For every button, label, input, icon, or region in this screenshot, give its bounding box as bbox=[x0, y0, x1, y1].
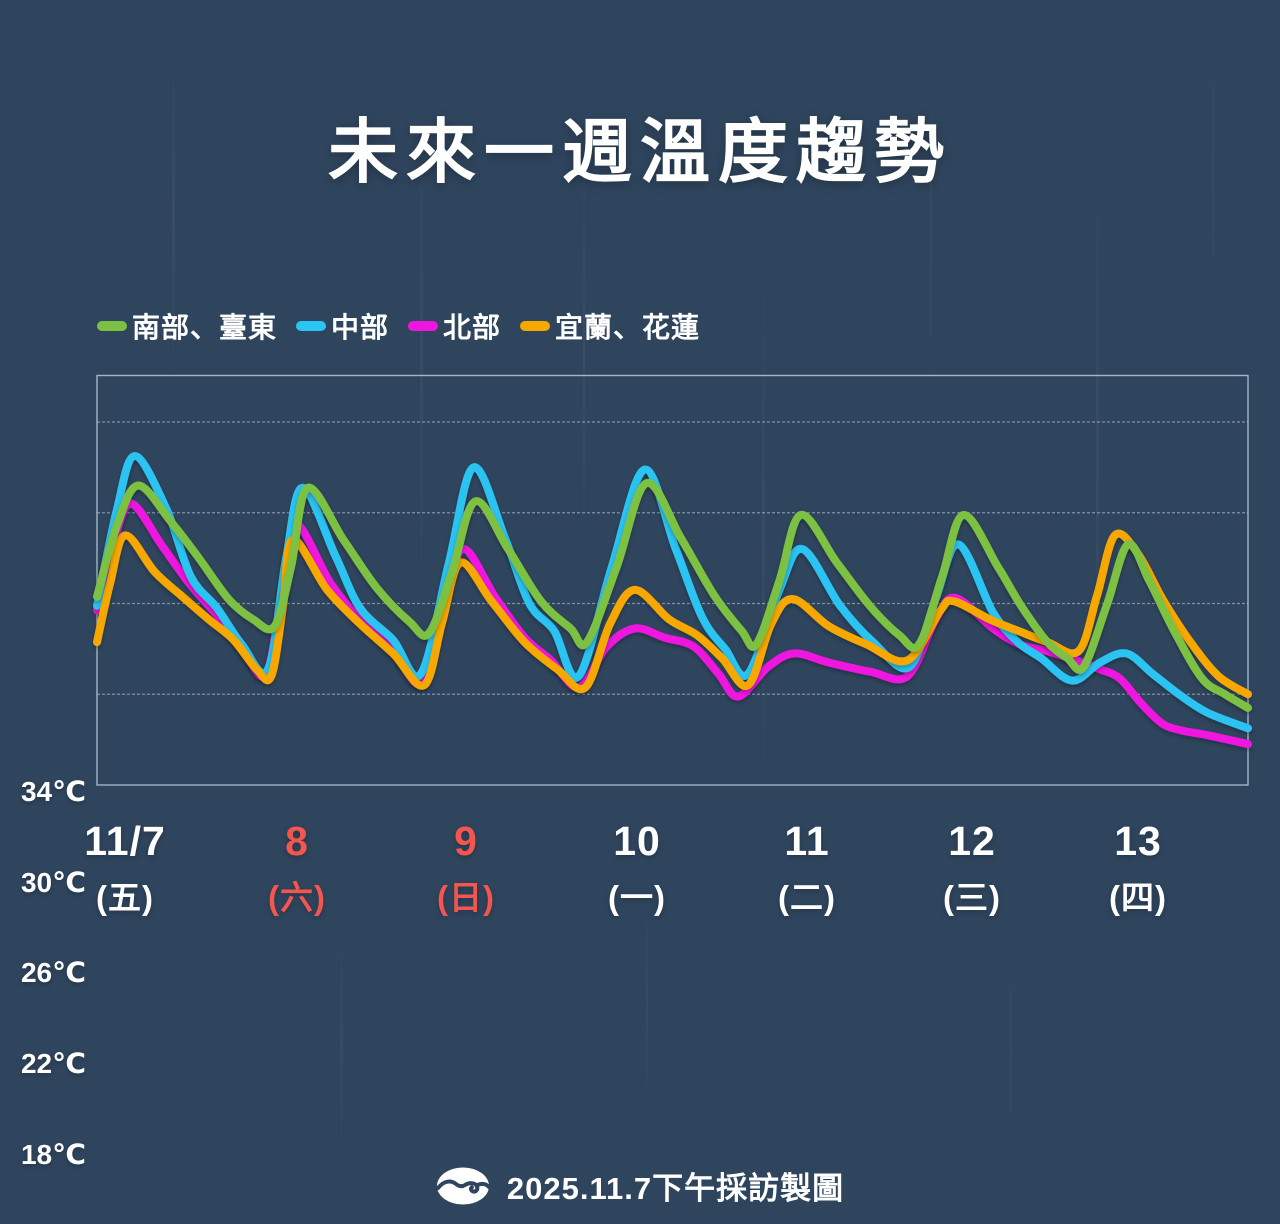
chart-area: 34℃ 30℃ 26℃ 22℃ 18℃ bbox=[0, 370, 1280, 1170]
cwa-logo bbox=[435, 1167, 490, 1204]
footer: 2025.11.7下午採訪製圖 bbox=[0, 1163, 1280, 1208]
x-axis-label-9: 9 (日) bbox=[437, 818, 495, 916]
y-axis-tick: 26℃ bbox=[20, 957, 86, 988]
legend-label: 中部 bbox=[331, 312, 390, 343]
legend-label: 北部 bbox=[443, 312, 502, 343]
x-axis-label-13: 13 (四) bbox=[1109, 818, 1167, 916]
legend-label: 宜蘭、花蓮 bbox=[555, 312, 701, 343]
legend-item-central: 中部 bbox=[296, 306, 389, 346]
series-line-南部、臺東 bbox=[93, 479, 1252, 712]
x-axis-label-11-7: 11/7 (五) bbox=[84, 818, 166, 916]
legend-swatch-south-taitung bbox=[97, 321, 127, 331]
x-axis-label-10: 10 (一) bbox=[608, 818, 666, 916]
legend-swatch-yilan-hualien bbox=[520, 321, 551, 331]
legend-item-yilan-hualien: 宜蘭、花蓮 bbox=[520, 306, 700, 346]
temperature-line-chart bbox=[93, 374, 1252, 786]
chart-legend: 南部、臺東 中部 北部 宜蘭、花蓮 bbox=[97, 306, 700, 346]
y-axis-tick: 18℃ bbox=[20, 1139, 86, 1170]
x-axis-label-11: 11 (二) bbox=[778, 818, 836, 916]
page-title: 未來一週溫度趨勢 bbox=[328, 113, 952, 191]
series-line-中部 bbox=[93, 452, 1252, 733]
legend-item-south-taitung: 南部、臺東 bbox=[97, 306, 277, 346]
x-axis-label-8: 8 (六) bbox=[268, 818, 326, 916]
legend-swatch-central bbox=[296, 321, 327, 331]
y-axis-tick: 34℃ bbox=[20, 776, 86, 807]
plot-border bbox=[96, 374, 1249, 786]
x-axis-label-12: 12 (三) bbox=[943, 818, 1001, 916]
series-line-宜蘭、花蓮 bbox=[93, 529, 1252, 699]
y-axis-tick: 22℃ bbox=[20, 1048, 86, 1079]
legend-swatch-north bbox=[408, 321, 439, 331]
y-axis-tick: 30℃ bbox=[20, 867, 86, 898]
legend-item-north: 北部 bbox=[408, 306, 501, 346]
legend-label: 南部、臺東 bbox=[132, 312, 278, 343]
credit-text: 2025.11.7下午採訪製圖 bbox=[506, 1171, 845, 1206]
